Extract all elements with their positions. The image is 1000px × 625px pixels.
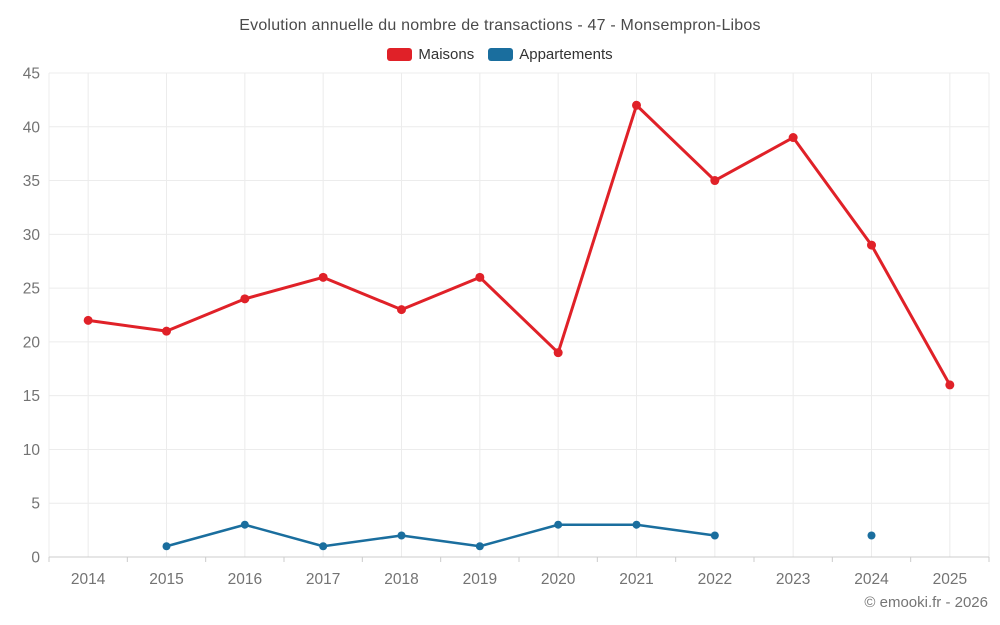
x-tick-label: 2016 <box>228 571 262 588</box>
y-tick-label: 15 <box>23 388 40 405</box>
legend-label-appartements: Appartements <box>519 46 613 63</box>
x-tick-label: 2023 <box>776 571 810 588</box>
data-point <box>475 542 484 551</box>
data-point <box>553 348 563 358</box>
data-point <box>710 531 719 540</box>
y-tick-label: 30 <box>23 227 41 244</box>
legend: Maisons Appartements <box>0 46 1000 63</box>
data-point <box>475 272 485 282</box>
y-tick-label: 20 <box>23 334 41 351</box>
data-point <box>867 240 876 250</box>
x-tick-label: 2019 <box>463 571 497 588</box>
y-axis-labels: 0 5 10 15 20 25 30 35 40 45 <box>23 66 41 567</box>
data-point <box>710 176 720 186</box>
legend-label-maisons: Maisons <box>418 46 475 63</box>
data-point <box>554 520 563 529</box>
data-point <box>318 272 328 282</box>
y-tick-label: 35 <box>23 173 40 190</box>
y-tick-label: 45 <box>23 66 40 83</box>
chart-title: Evolution annuelle du nombre de transact… <box>239 17 761 34</box>
y-tick-label: 5 <box>31 496 40 513</box>
x-axis <box>48 556 990 562</box>
copyright-footer: © emooki.fr - 2026 <box>864 594 988 611</box>
y-tick-label: 25 <box>23 281 40 298</box>
x-tick-label: 2014 <box>71 571 106 588</box>
x-tick-label: 2020 <box>541 571 576 588</box>
data-point <box>632 520 641 529</box>
x-tick-label: 2021 <box>619 571 653 588</box>
data-point <box>632 100 641 110</box>
data-point <box>945 380 955 390</box>
data-point <box>162 326 171 336</box>
data-point <box>397 531 406 540</box>
series-maisons <box>83 100 955 390</box>
x-tick-label: 2015 <box>149 571 183 588</box>
data-point <box>240 520 249 529</box>
data-point <box>397 305 406 315</box>
x-tick-label: 2025 <box>933 571 967 588</box>
series-appartements <box>162 520 876 551</box>
x-tick-label: 2017 <box>306 571 340 588</box>
legend-swatch-maisons-icon <box>387 48 413 61</box>
gridlines <box>48 72 990 557</box>
y-tick-label: 40 <box>23 119 41 136</box>
y-tick-label: 10 <box>23 442 41 459</box>
x-tick-label: 2024 <box>854 571 889 588</box>
x-axis-labels: 2014 2015 2016 2017 2018 2019 2020 2021 2022 2023… <box>71 571 967 588</box>
data-point <box>319 542 328 551</box>
legend-item-appartements[interactable]: Appartements <box>488 46 613 63</box>
legend-swatch-appartements-icon <box>488 48 514 61</box>
legend-item-maisons[interactable]: Maisons <box>387 46 474 63</box>
data-point <box>83 315 93 325</box>
data-point <box>788 133 798 143</box>
data-point <box>162 542 171 551</box>
x-tick-label: 2018 <box>384 571 418 588</box>
y-tick-label: 0 <box>31 550 40 567</box>
x-tick-label: 2022 <box>698 571 732 588</box>
data-point <box>240 294 250 304</box>
data-point <box>867 531 876 540</box>
